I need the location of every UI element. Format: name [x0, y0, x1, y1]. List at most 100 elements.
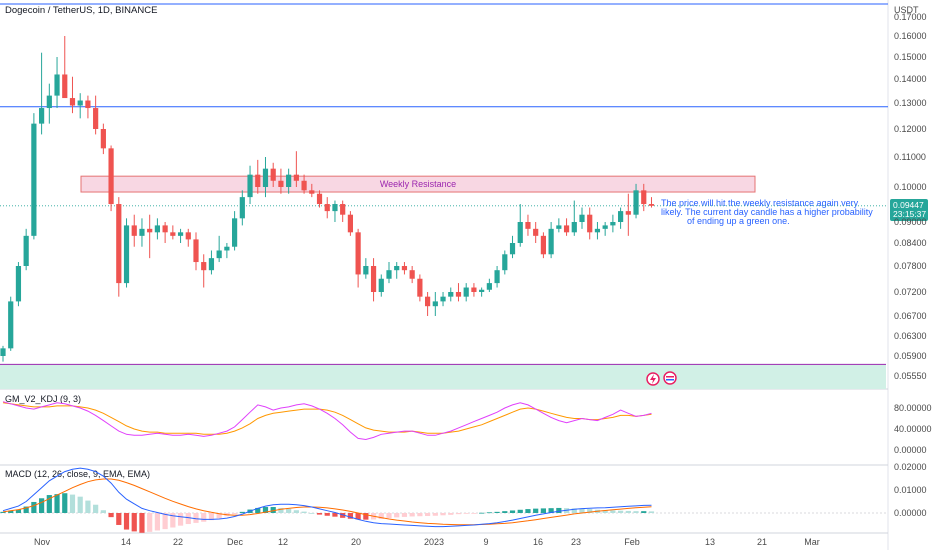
macd-histogram-bar — [648, 511, 655, 513]
macd-axis-tick: 0.02000 — [894, 462, 927, 472]
candle-body — [216, 250, 222, 259]
macd-histogram-bar — [494, 511, 500, 513]
candle-body — [309, 190, 315, 194]
candle-body — [502, 254, 508, 271]
macd-histogram-bar — [316, 513, 323, 515]
candle-body — [239, 197, 245, 219]
macd-line — [2, 467, 652, 528]
candle-body — [262, 168, 269, 187]
macd-histogram-bar — [378, 513, 384, 519]
macd-histogram-bar — [216, 513, 222, 519]
macd-histogram-bar — [85, 500, 91, 513]
macd-histogram-bar — [154, 513, 160, 531]
macd-histogram-bar — [633, 511, 639, 513]
candle-body — [579, 214, 585, 222]
macd-axis-tick: 0.00000 — [894, 508, 927, 518]
price-axis-tick: 0.12000 — [894, 124, 927, 134]
price-axis-tick: 0.13000 — [894, 98, 927, 108]
macd-histogram-bar — [239, 511, 245, 513]
kdj-d-line — [2, 402, 652, 435]
lightning-icon-glyph — [650, 374, 656, 384]
candle-body — [116, 204, 122, 284]
candle-body — [46, 95, 52, 109]
macd-histogram-bar — [548, 508, 554, 513]
candle-body — [201, 262, 207, 271]
time-axis-tick: Dec — [227, 537, 244, 547]
time-axis-tick: 23 — [571, 537, 581, 547]
candle-body — [8, 301, 14, 349]
price-axis-tick: 0.15000 — [894, 52, 927, 62]
macd-histogram-bar — [62, 493, 68, 513]
candle-body — [108, 148, 114, 205]
candle-body — [123, 225, 130, 284]
macd-histogram-bar — [409, 513, 415, 517]
time-axis-tick: 20 — [351, 537, 361, 547]
kdj-axis-tick: 40.00000 — [894, 424, 932, 434]
candle-body — [62, 74, 68, 99]
kdj-k-line — [2, 401, 652, 441]
macd-histogram-bar — [455, 513, 462, 515]
candle-body — [517, 222, 523, 243]
macd-histogram-bar — [525, 509, 531, 513]
macd-histogram-bar — [15, 509, 22, 513]
candle-body — [77, 100, 83, 106]
macd-histogram-bar — [394, 513, 400, 518]
kdj-label: GM_V2_KDJ (9, 3) — [5, 394, 81, 404]
price-annotation[interactable]: The price will hit the weekly resistance… — [661, 198, 873, 226]
macd-histogram-bar — [232, 513, 238, 515]
macd-histogram-bar — [618, 510, 624, 513]
candle-body — [131, 225, 137, 236]
macd-histogram-bar — [301, 511, 307, 513]
macd-histogram-bar — [185, 513, 191, 525]
candle-body — [494, 270, 500, 284]
macd-histogram-bar — [8, 510, 14, 513]
macd-histogram-bar — [641, 511, 647, 513]
macd-histogram-bar — [347, 513, 353, 519]
candle-body — [533, 228, 539, 236]
price-axis-tick: 0.17000 — [894, 12, 927, 22]
candle-body — [0, 348, 6, 356]
macd-histogram-bar — [278, 507, 284, 513]
candle-body — [31, 123, 37, 236]
time-axis-tick: 13 — [705, 537, 715, 547]
macd-histogram-bar — [170, 513, 176, 528]
macd-signal-line — [2, 478, 652, 526]
candle-body — [170, 232, 176, 236]
candle-body — [162, 225, 168, 233]
time-axis-tick: 14 — [121, 537, 131, 547]
time-axis-tick: 2023 — [424, 537, 444, 547]
support-zone[interactable] — [0, 364, 886, 389]
resistance-zone-label: Weekly Resistance — [380, 179, 456, 189]
macd-histogram-bar — [448, 513, 454, 515]
currency-label: USDT — [894, 5, 919, 15]
candle-body — [455, 292, 462, 297]
candle-body — [85, 100, 91, 109]
macd-histogram-bar — [386, 513, 392, 519]
candle-body — [193, 239, 199, 263]
macd-histogram-bar — [123, 513, 130, 530]
macd-histogram-bar — [571, 508, 577, 513]
candle-body — [39, 108, 45, 124]
price-axis-tick: 0.11000 — [894, 152, 926, 162]
macd-histogram-bar — [131, 513, 137, 532]
macd-histogram-bar — [100, 510, 106, 513]
candle-body — [425, 296, 431, 307]
price-axis-tick: 0.06300 — [894, 331, 927, 341]
macd-histogram-bar — [471, 513, 477, 514]
price-axis-tick: 0.05900 — [894, 351, 927, 361]
time-axis-tick: Feb — [624, 537, 640, 547]
macd-histogram-bar — [517, 509, 523, 513]
candle-body — [208, 258, 215, 271]
flag-icon[interactable] — [663, 371, 677, 385]
candle-body — [448, 292, 454, 297]
event-icons[interactable] — [646, 371, 677, 386]
macd-histogram-bar — [46, 495, 52, 513]
macd-label: MACD (12, 26, close, 9, EMA, EMA) — [5, 469, 150, 479]
macd-histogram-bar — [23, 506, 29, 513]
macd-histogram-bar — [509, 510, 516, 513]
price-axis-tick: 0.07800 — [894, 261, 927, 271]
candle-body — [293, 174, 299, 181]
candle-body — [255, 174, 261, 187]
macd-axis-tick: 0.01000 — [894, 485, 927, 495]
